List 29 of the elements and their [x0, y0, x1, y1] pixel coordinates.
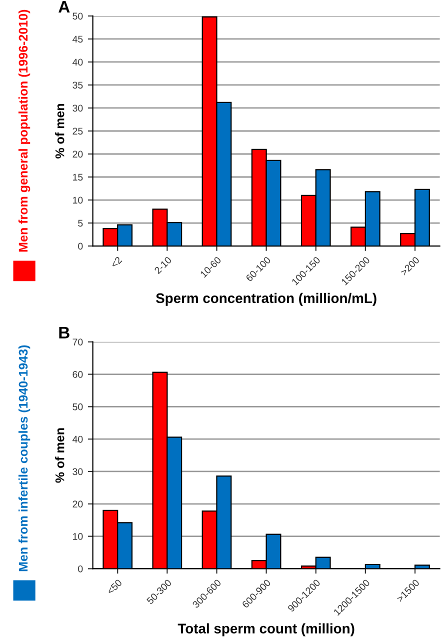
- x-tick-label: <2: [110, 256, 122, 268]
- y-tick-label: 50: [72, 12, 83, 20]
- y-tick-label: 60: [72, 371, 83, 378]
- y-tick-label: 40: [72, 436, 83, 443]
- y-tick-label: 70: [72, 338, 83, 346]
- y-tick-label: 20: [72, 500, 83, 508]
- y-tick-label: 5: [78, 220, 83, 227]
- y-tick-label: 20: [72, 150, 83, 158]
- x-tick-label: <50: [106, 578, 122, 595]
- y-tick-label: 40: [72, 58, 83, 66]
- chart-title: A: [58, 1, 70, 13]
- y-tick-label: 45: [72, 36, 83, 43]
- y-tick-label: 15: [73, 174, 83, 181]
- y-tick-label: 10: [73, 533, 83, 540]
- x-axis-title: Sperm concentration (million/mL): [156, 292, 376, 306]
- y-axis-title: % of men: [55, 104, 64, 158]
- chart-title: B: [59, 326, 70, 338]
- y-tick-label: 35: [72, 82, 83, 89]
- y-tick-label: 0: [78, 565, 83, 572]
- y-tick-label: 50: [72, 403, 83, 410]
- text: Men from general population (1996-2010): [18, 10, 30, 252]
- y-axis-title: % of men: [55, 428, 64, 483]
- y-tick-label: 0: [78, 242, 83, 250]
- y-tick-label: 25: [72, 128, 83, 135]
- text: Men from infertile couples (1940-1943): [18, 345, 30, 572]
- y-tick-label: 30: [72, 468, 83, 476]
- x-axis-title: Total sperm count (million): [178, 623, 354, 636]
- y-tick-label: 30: [72, 104, 83, 112]
- y-tick-label: 10: [73, 196, 83, 204]
